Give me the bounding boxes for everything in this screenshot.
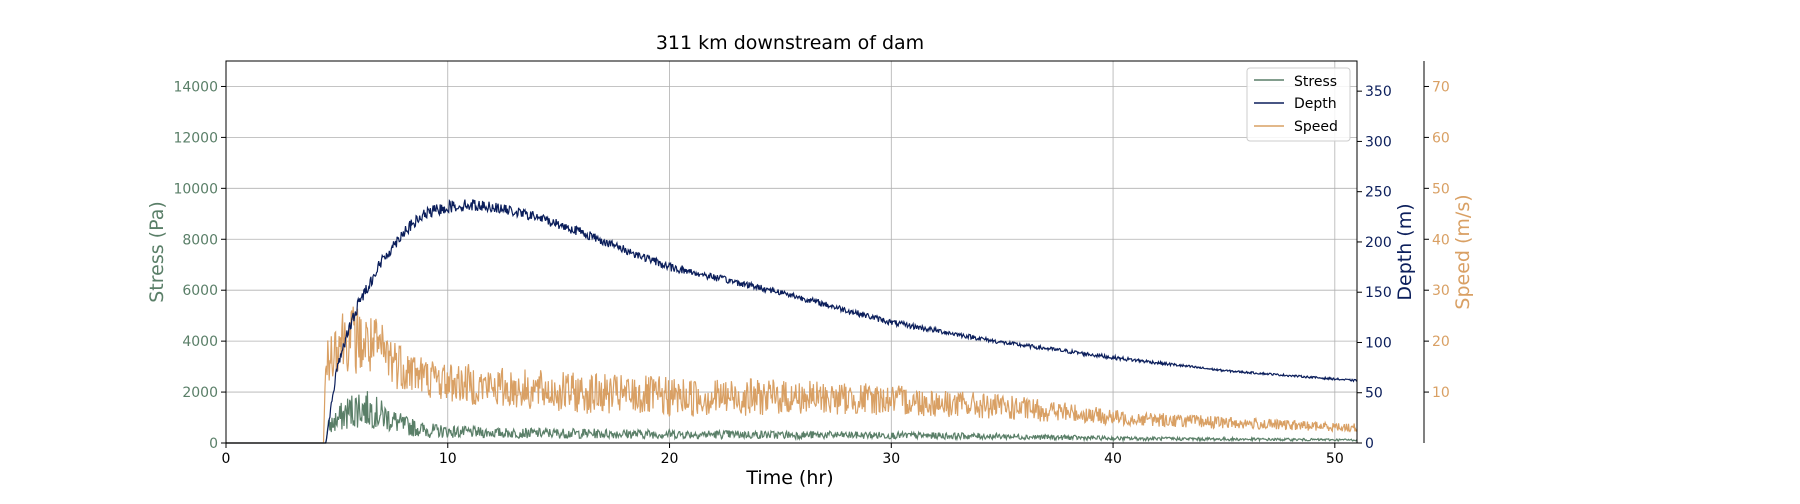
speed-tick-label: 40 — [1432, 232, 1450, 248]
x-axis-label: Time (hr) — [745, 467, 833, 489]
chart-title: 311 km downstream of dam — [656, 32, 924, 54]
series-line-speed — [226, 306, 1358, 444]
speed-tick-label: 70 — [1432, 79, 1450, 95]
x-axis: 0 10 20 30 40 50 — [222, 443, 1344, 467]
x-tick-label: 50 — [1326, 451, 1344, 467]
legend-box — [1246, 67, 1351, 142]
stress-axis-label: Stress (Pa) — [146, 201, 168, 303]
stress-tick-label: 0 — [209, 436, 218, 452]
series-line-depth — [226, 198, 1358, 444]
x-tick-label: 10 — [439, 451, 457, 467]
speed-tick-label: 60 — [1432, 130, 1450, 146]
speed-tick-label: 30 — [1432, 283, 1450, 299]
speed-tick-label: 50 — [1432, 181, 1450, 197]
plot-series — [226, 198, 1358, 444]
x-tick-label: 0 — [222, 451, 231, 467]
plot-frame — [225, 60, 1358, 444]
stress-tick-label: 4000 — [182, 334, 218, 350]
depth-tick-label: 0 — [1365, 436, 1374, 452]
x-tick-label: 40 — [1104, 451, 1122, 467]
grid-lines — [225, 61, 1357, 443]
stress-tick-label: 8000 — [182, 232, 218, 248]
speed-axis: 10 20 30 40 50 60 70 — [1424, 79, 1450, 401]
depth-axis: 0 50 100 150 200 250 300 350 — [1357, 84, 1392, 452]
legend-speed-label: Speed — [1294, 119, 1338, 135]
legend-depth-label: Depth — [1294, 96, 1337, 112]
speed-tick-label: 20 — [1432, 334, 1450, 350]
series-line-stress — [226, 391, 1358, 444]
stress-tick-label: 14000 — [173, 79, 218, 95]
stress-tick-label: 12000 — [173, 130, 218, 146]
depth-tick-label: 350 — [1365, 84, 1392, 100]
legend-stress-label: Stress — [1294, 74, 1337, 90]
x-tick-label: 20 — [661, 451, 679, 467]
depth-tick-label: 250 — [1365, 185, 1392, 201]
depth-tick-label: 50 — [1365, 386, 1383, 402]
depth-tick-label: 200 — [1365, 235, 1392, 251]
stress-tick-label: 10000 — [173, 181, 218, 197]
stress-tick-label: 2000 — [182, 385, 218, 401]
depth-axis-label: Depth (m) — [1394, 203, 1416, 300]
legend: Stress Depth Speed — [1246, 67, 1351, 142]
depth-tick-label: 150 — [1365, 285, 1392, 301]
x-tick-label: 30 — [882, 451, 900, 467]
stress-axis: 0 2000 4000 6000 8000 10000 12000 14000 — [173, 79, 226, 452]
stress-tick-label: 6000 — [182, 283, 218, 299]
depth-tick-label: 100 — [1365, 335, 1392, 351]
depth-tick-label: 300 — [1365, 134, 1392, 150]
speed-tick-label: 10 — [1432, 385, 1450, 401]
speed-axis-label: Speed (m/s) — [1452, 194, 1474, 309]
